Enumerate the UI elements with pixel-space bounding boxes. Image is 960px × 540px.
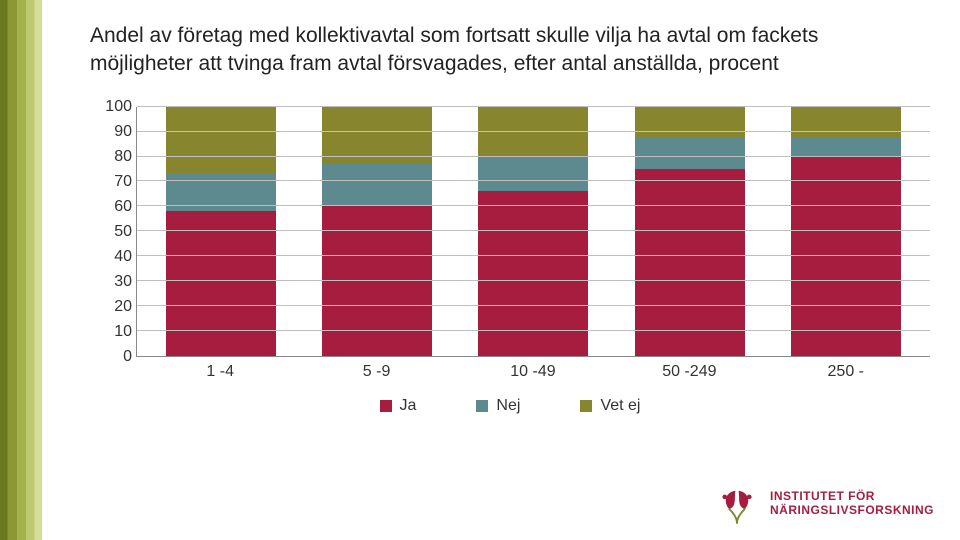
legend-item: Ja	[380, 397, 417, 415]
legend-swatch	[476, 400, 488, 412]
y-tick-label: 80	[114, 148, 132, 166]
bar-segment-vet-ej	[166, 107, 276, 174]
x-category-label: 1 -4	[165, 363, 275, 381]
bar-segment-ja	[791, 157, 901, 356]
bars-container	[137, 107, 930, 356]
grid-line	[137, 330, 930, 331]
branding-line2: NÄRINGSLIVSFORSKNING	[770, 503, 934, 517]
y-tick-label: 30	[114, 273, 132, 291]
grid-line	[137, 305, 930, 306]
x-category-label: 250 -	[791, 363, 901, 381]
x-category-label: 50 -249	[634, 363, 744, 381]
y-tick-label: 40	[114, 248, 132, 266]
bar-column	[322, 107, 432, 356]
bar-segment-ja	[166, 211, 276, 355]
branding-line1: INSTITUTET FÖR	[770, 489, 934, 503]
y-tick-label: 10	[114, 323, 132, 341]
bar-segment-vet-ej	[478, 107, 588, 157]
chart-title: Andel av företag med kollektivavtal som …	[90, 22, 930, 79]
leaf-icon	[714, 480, 760, 526]
legend-swatch	[580, 400, 592, 412]
bar-segment-nej	[478, 157, 588, 192]
bar-segment-nej	[791, 137, 901, 157]
bar-segment-nej	[322, 164, 432, 206]
legend-label: Ja	[400, 397, 417, 415]
bar-column	[791, 107, 901, 356]
legend-item: Nej	[476, 397, 520, 415]
x-axis: 1 -4 5 -9 10 -49 50 -249 250 -	[136, 357, 930, 387]
grid-line	[137, 230, 930, 231]
y-tick-label: 60	[114, 198, 132, 216]
grid-line	[137, 106, 930, 107]
legend-item: Vet ej	[580, 397, 640, 415]
legend-label: Nej	[496, 397, 520, 415]
left-accent-stripe	[0, 0, 42, 540]
grid-line	[137, 255, 930, 256]
bar-segment-ja	[478, 191, 588, 355]
legend-label: Vet ej	[600, 397, 640, 415]
bar-segment-nej	[635, 137, 745, 169]
y-axis: 0102030405060708090100	[90, 107, 136, 357]
y-tick-label: 0	[123, 348, 132, 366]
y-tick-label: 100	[105, 98, 132, 116]
plot-area	[136, 107, 930, 357]
grid-line	[137, 180, 930, 181]
grid-line	[137, 156, 930, 157]
y-tick-label: 90	[114, 123, 132, 141]
legend-swatch	[380, 400, 392, 412]
x-category-label: 10 -49	[478, 363, 588, 381]
y-tick-label: 20	[114, 298, 132, 316]
grid-line	[137, 205, 930, 206]
branding-text: INSTITUTET FÖR NÄRINGSLIVSFORSKNING	[770, 489, 934, 518]
y-tick-label: 70	[114, 173, 132, 191]
bar-column	[478, 107, 588, 356]
slide-container: Andel av företag med kollektivavtal som …	[0, 0, 960, 540]
bar-segment-ja	[635, 169, 745, 356]
bar-column	[635, 107, 745, 356]
branding-logo: INSTITUTET FÖR NÄRINGSLIVSFORSKNING	[714, 480, 934, 526]
y-tick-label: 50	[114, 223, 132, 241]
chart: 0102030405060708090100 1 -45 -910 -4950 …	[90, 107, 930, 387]
bar-segment-vet-ej	[791, 107, 901, 137]
legend: Ja Nej Vet ej	[90, 397, 930, 415]
grid-line	[137, 131, 930, 132]
grid-line	[137, 280, 930, 281]
bar-segment-vet-ej	[635, 107, 745, 137]
content-area: Andel av företag med kollektivavtal som …	[90, 22, 930, 520]
bar-column	[166, 107, 276, 356]
x-category-label: 5 -9	[322, 363, 432, 381]
